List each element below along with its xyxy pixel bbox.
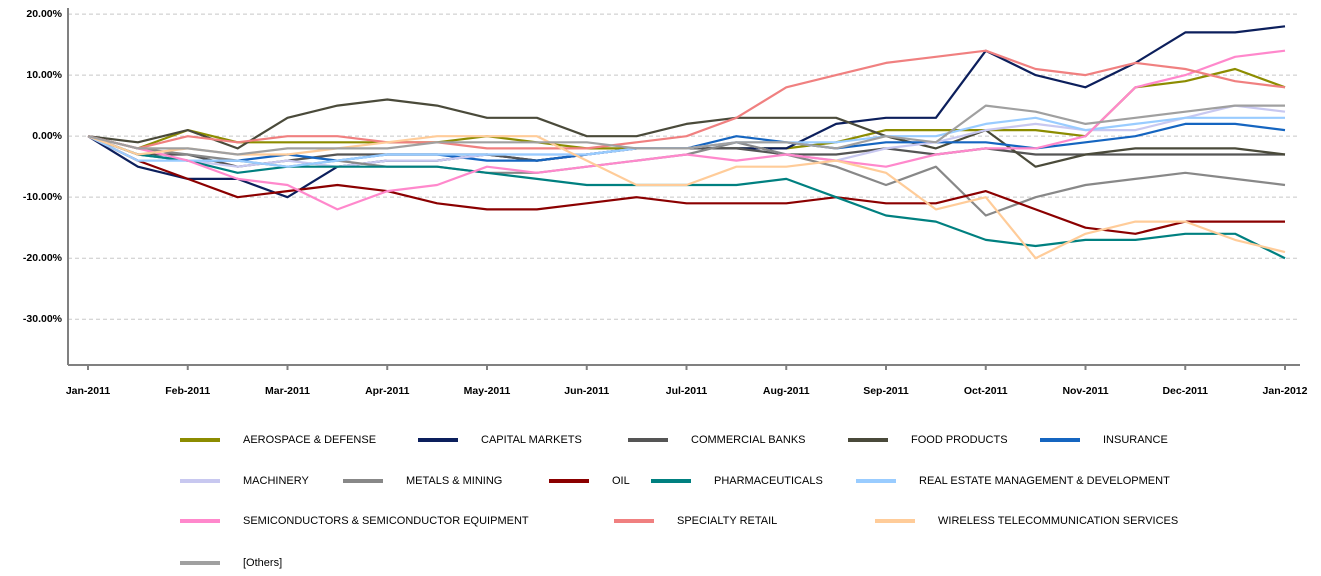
x-tick-label: Jul-2011 bbox=[666, 385, 708, 397]
legend-label: METALS & MINING bbox=[406, 475, 502, 487]
legend-label: SPECIALTY RETAIL bbox=[677, 515, 777, 527]
x-tick-label: Jan-2011 bbox=[66, 385, 111, 397]
x-tick-label: Jan-2012 bbox=[1263, 385, 1308, 397]
legend-label: AEROSPACE & DEFENSE bbox=[243, 434, 376, 446]
y-tick-label: -10.00% bbox=[23, 191, 63, 203]
series-line bbox=[87, 135, 1286, 260]
legend-label: PHARMACEUTICALS bbox=[714, 475, 823, 487]
legend-label: MACHINERY bbox=[243, 475, 309, 487]
x-tick-label: Apr-2011 bbox=[365, 385, 410, 397]
x-tick-label: May-2011 bbox=[464, 385, 511, 397]
x-tick-label: Aug-2011 bbox=[763, 385, 810, 397]
series-line bbox=[87, 104, 1285, 156]
x-tick-label: Feb-2011 bbox=[165, 385, 210, 397]
legend-label: OIL bbox=[612, 475, 630, 487]
y-tick-label: 20.00% bbox=[26, 8, 62, 20]
legend-label: WIRELESS TELECOMMUNICATION SERVICES bbox=[938, 515, 1178, 527]
legend-label: CAPITAL MARKETS bbox=[481, 434, 582, 446]
legend-label: INSURANCE bbox=[1103, 434, 1168, 446]
x-tick-label: Dec-2011 bbox=[1162, 385, 1208, 397]
y-tick-label: 0.00% bbox=[32, 130, 62, 142]
x-tick-label: Sep-2011 bbox=[863, 385, 909, 397]
legend-label: SEMICONDUCTORS & SEMICONDUCTOR EQUIPMENT bbox=[243, 515, 529, 527]
y-tick-label: -30.00% bbox=[23, 313, 63, 325]
legend-label: [Others] bbox=[243, 557, 282, 569]
series-line bbox=[87, 49, 1286, 150]
series-line bbox=[87, 25, 1286, 199]
y-tick-label: -20.00% bbox=[23, 252, 63, 264]
x-tick-label: Jun-2011 bbox=[564, 385, 609, 397]
series-line bbox=[87, 49, 1286, 211]
series-line bbox=[87, 98, 1286, 168]
x-tick-label: Nov-2011 bbox=[1062, 385, 1108, 397]
x-tick-label: Oct-2011 bbox=[964, 385, 1008, 397]
legend-label: FOOD PRODUCTS bbox=[911, 434, 1008, 446]
x-tick-label: Mar-2011 bbox=[265, 385, 310, 397]
series-line bbox=[87, 135, 1285, 235]
legend-label: REAL ESTATE MANAGEMENT & DEVELOPMENT bbox=[919, 475, 1170, 487]
y-tick-label: 10.00% bbox=[26, 69, 62, 81]
legend-label: COMMERCIAL BANKS bbox=[691, 434, 806, 446]
